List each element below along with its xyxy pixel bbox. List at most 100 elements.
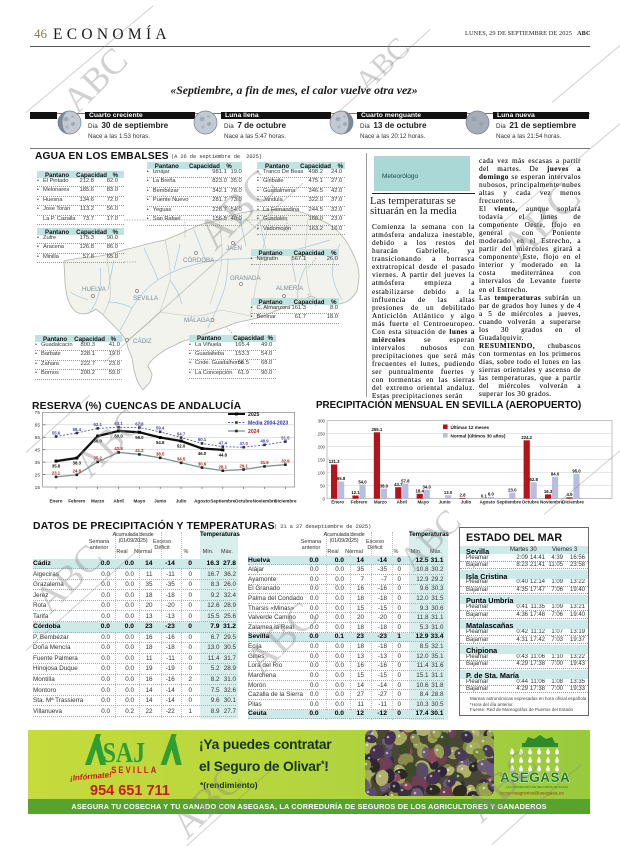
svg-text:Julio: Julio — [176, 499, 187, 504]
svg-text:2.8: 2.8 — [460, 493, 467, 498]
svg-text:2024: 2024 — [248, 429, 259, 435]
svg-text:SEVILLA: SEVILLA — [133, 295, 159, 302]
svg-text:54.7: 54.7 — [177, 431, 186, 436]
svg-text:34.5: 34.5 — [177, 457, 186, 462]
svg-text:Diciembre: Diciembre — [274, 499, 297, 504]
svg-text:CÁDIZ: CÁDIZ — [133, 338, 152, 345]
svg-text:23.1: 23.1 — [52, 471, 61, 476]
svg-text:Normal (últimos 30 años): Normal (últimos 30 años) — [451, 433, 506, 438]
svg-text:58.4: 58.4 — [73, 427, 82, 432]
svg-text:6.0: 6.0 — [488, 492, 495, 497]
svg-text:Febrero: Febrero — [351, 500, 368, 505]
svg-text:35: 35 — [35, 460, 41, 466]
svg-text:Enero: Enero — [49, 499, 62, 504]
svg-text:Agosto: Agosto — [194, 499, 210, 504]
svg-text:65: 65 — [35, 423, 41, 429]
svg-text:ALMERÍA: ALMERÍA — [276, 285, 304, 292]
svg-text:200: 200 — [318, 444, 326, 449]
svg-text:55.6: 55.6 — [52, 430, 61, 435]
svg-text:0.1: 0.1 — [481, 493, 488, 498]
svg-text:JAÉN: JAÉN — [226, 245, 242, 252]
svg-text:47.4: 47.4 — [219, 441, 228, 446]
svg-text:25: 25 — [35, 472, 41, 478]
svg-text:35.8: 35.8 — [52, 464, 61, 469]
svg-text:Noviembre: Noviembre — [253, 499, 277, 504]
svg-text:Marzo: Marzo — [91, 499, 104, 504]
svg-text:HUELVA: HUELVA — [82, 286, 107, 293]
svg-text:Junio: Junio — [439, 500, 451, 505]
svg-text:Octubre: Octubre — [235, 499, 253, 504]
svg-text:Febrero: Febrero — [68, 499, 85, 504]
svg-text:12.1: 12.1 — [351, 490, 360, 495]
svg-text:55: 55 — [35, 435, 41, 441]
svg-text:ASEGASA: ASEGASA — [500, 770, 570, 785]
svg-text:51.5: 51.5 — [281, 435, 290, 440]
svg-text:43.7: 43.7 — [394, 482, 403, 487]
svg-text:Diciembre: Diciembre — [562, 500, 584, 505]
svg-text:62.1: 62.1 — [94, 422, 103, 427]
svg-text:47.0: 47.0 — [240, 441, 249, 446]
svg-text:segurosagrarios@asegasa.es: segurosagrarios@asegasa.es — [500, 791, 564, 797]
svg-text:62.8: 62.8 — [530, 477, 539, 482]
svg-text:59.4: 59.4 — [156, 426, 165, 431]
svg-text:0: 0 — [323, 496, 326, 501]
svg-text:24.8: 24.8 — [73, 469, 82, 474]
svg-text:84.0: 84.0 — [551, 472, 560, 477]
svg-text:45: 45 — [35, 448, 41, 454]
svg-text:CÓRDOBA: CÓRDOBA — [183, 257, 215, 264]
svg-text:50: 50 — [320, 483, 325, 488]
svg-text:38.5: 38.5 — [156, 452, 165, 457]
svg-text:Abril: Abril — [397, 500, 407, 505]
svg-text:35.2: 35.2 — [94, 456, 103, 461]
svg-text:2025: 2025 — [248, 412, 259, 418]
svg-text:65.8: 65.8 — [337, 476, 346, 481]
svg-text:300: 300 — [318, 418, 326, 423]
svg-text:41.2: 41.2 — [135, 448, 144, 453]
svg-text:56.0: 56.0 — [94, 439, 103, 444]
svg-text:34.0: 34.0 — [423, 485, 432, 490]
svg-text:46.0: 46.0 — [198, 451, 207, 456]
svg-text:250: 250 — [318, 431, 326, 436]
svg-text:SEVILLA: SEVILLA — [111, 764, 158, 775]
svg-text:62.8: 62.8 — [135, 421, 144, 426]
svg-text:50.1: 50.1 — [198, 437, 207, 442]
svg-text:MÁLAGA: MÁLAGA — [184, 317, 211, 324]
svg-text:23.0: 23.0 — [508, 487, 517, 492]
svg-text:Marzo: Marzo — [374, 500, 387, 505]
svg-text:44.8: 44.8 — [219, 453, 228, 458]
svg-text:57.8: 57.8 — [401, 478, 410, 483]
svg-text:48.9: 48.9 — [260, 439, 269, 444]
svg-text:LA CORREDURÍA DE SEGUROS DE AS: LA CORREDURÍA DE SEGUROS DE ASAJA — [506, 785, 569, 789]
svg-text:54.0: 54.0 — [358, 479, 367, 484]
svg-text:Enero: Enero — [331, 500, 344, 505]
svg-text:Mayo: Mayo — [134, 499, 146, 504]
svg-text:4.9: 4.9 — [567, 492, 574, 497]
svg-text:38.0: 38.0 — [380, 483, 389, 488]
svg-text:Mayo: Mayo — [417, 500, 429, 505]
svg-text:SAJ: SAJ — [103, 737, 145, 768]
svg-text:29.1: 29.1 — [240, 463, 249, 468]
svg-text:32.9: 32.9 — [281, 459, 290, 464]
svg-text:59.0: 59.0 — [135, 435, 144, 440]
svg-text:Septiembre: Septiembre — [497, 500, 522, 505]
svg-text:13.0: 13.0 — [444, 490, 453, 495]
svg-text:16.3: 16.3 — [544, 489, 553, 494]
svg-text:63.1: 63.1 — [114, 421, 123, 426]
svg-text:54.8: 54.8 — [156, 440, 165, 445]
svg-text:Últimas 12 meses: Últimas 12 meses — [451, 424, 490, 430]
svg-text:224.2: 224.2 — [521, 435, 532, 440]
svg-text:Agosto: Agosto — [480, 500, 496, 505]
svg-text:15: 15 — [35, 485, 41, 491]
svg-text:42.8: 42.8 — [114, 446, 123, 451]
svg-text:Media 2004-2023: Media 2004-2023 — [248, 421, 288, 427]
svg-text:GRANADA: GRANADA — [230, 275, 261, 282]
svg-text:31.6: 31.6 — [260, 460, 269, 465]
svg-text:52.0: 52.0 — [177, 444, 186, 449]
svg-text:255.1: 255.1 — [372, 427, 383, 432]
svg-text:75: 75 — [35, 410, 41, 416]
svg-text:Octubre: Octubre — [522, 500, 540, 505]
svg-text:18.4: 18.4 — [416, 489, 425, 494]
svg-text:Septiembre: Septiembre — [210, 499, 235, 504]
svg-text:Junio: Junio — [154, 499, 166, 504]
svg-text:131.3: 131.3 — [329, 459, 340, 464]
